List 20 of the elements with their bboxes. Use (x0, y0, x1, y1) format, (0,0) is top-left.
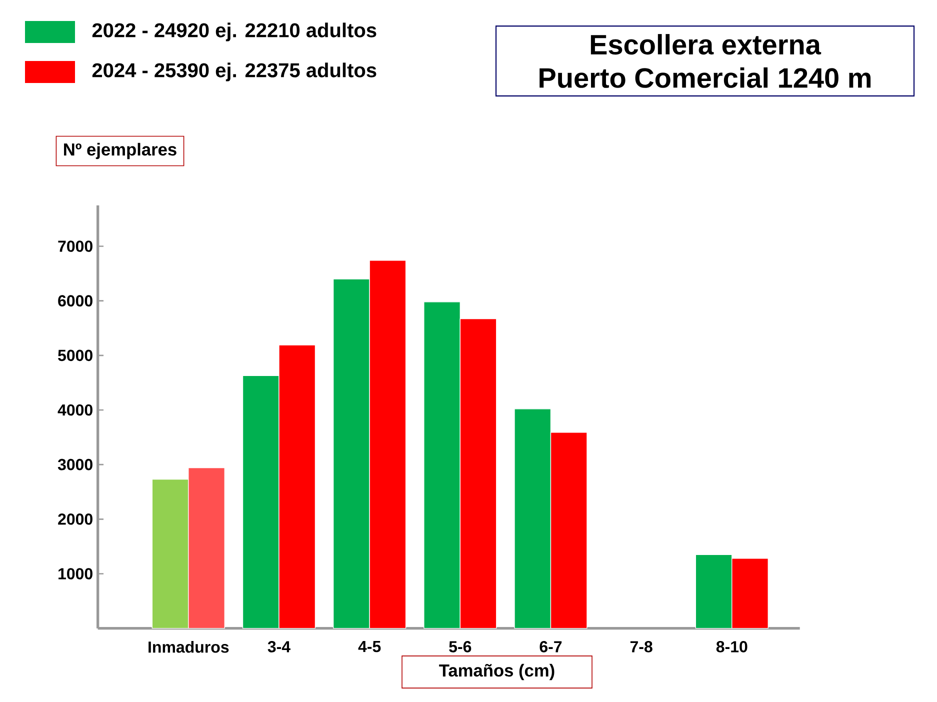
legend-label: 2024 - 25390 ej. 22375 adultos (92, 62, 376, 82)
x-tick-label: Inmaduros (148, 641, 229, 653)
y-axis-title: Nº ejemplares (64, 142, 176, 160)
x-axis-title: Tamaños (cm) (439, 664, 554, 680)
y-tick-label: 3000 (58, 458, 92, 470)
chart-subtitle: Puerto Comercial 1240 m (540, 67, 871, 88)
x-tick-label: 3-4 (268, 641, 290, 652)
x-tick-label: 5-6 (449, 641, 472, 652)
x-tick-label: 8-10 (716, 641, 748, 652)
x-tick-label: 7-8 (630, 641, 652, 652)
x-tick-label: 6-7 (540, 641, 562, 652)
y-tick-label: 7000 (58, 240, 92, 252)
y-tick-label: 2000 (58, 514, 92, 525)
x-tick-label: 4-5 (358, 641, 381, 652)
y-tick-label: 1000 (58, 568, 92, 580)
chart-title: Escollera externa (590, 34, 822, 55)
y-tick-label: 6000 (58, 295, 92, 306)
legend-label: 2022 - 24920 ej. 22210 adultos (92, 22, 376, 42)
y-tick-label: 4000 (58, 404, 92, 416)
y-tick-label: 5000 (58, 350, 92, 362)
